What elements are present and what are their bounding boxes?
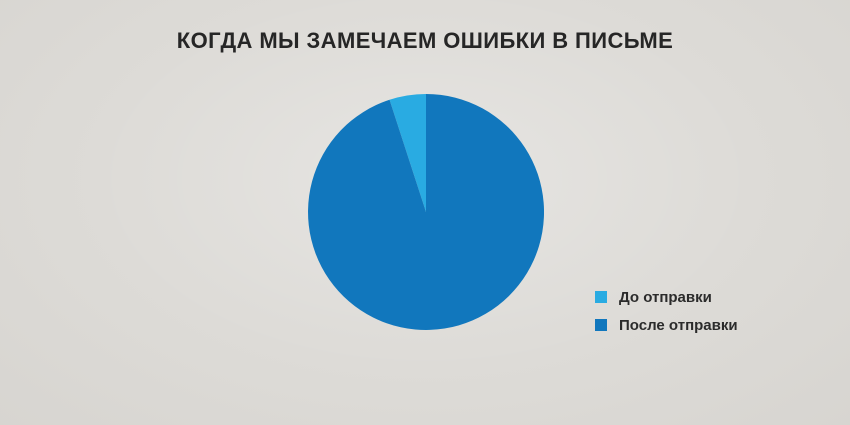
- pie-chart: [308, 94, 544, 330]
- legend: До отправки После отправки: [595, 287, 738, 343]
- legend-swatch-before-sending: [595, 291, 607, 303]
- pie-slice: [389, 94, 426, 212]
- legend-swatch-after-sending: [595, 319, 607, 331]
- legend-item-before-sending: До отправки: [595, 287, 738, 307]
- pie-slice: [308, 94, 544, 330]
- chart-title: КОГДА МЫ ЗАМЕЧАЕМ ОШИБКИ В ПИСЬМЕ: [176, 28, 674, 53]
- legend-label-before-sending: До отправки: [619, 288, 712, 306]
- legend-item-after-sending: После отправки: [595, 315, 738, 335]
- legend-label-after-sending: После отправки: [619, 316, 738, 334]
